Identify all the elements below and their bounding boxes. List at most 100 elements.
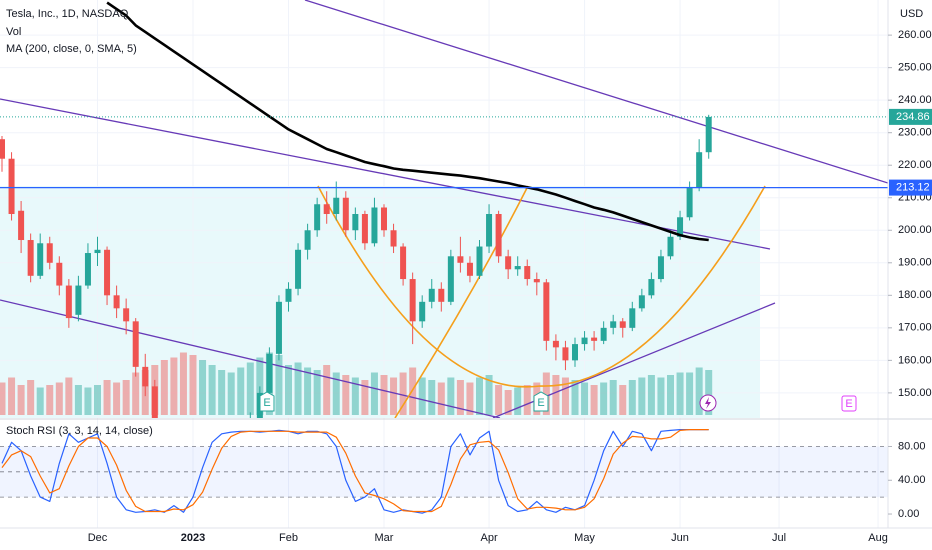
candle-body bbox=[600, 327, 607, 341]
candle-body bbox=[132, 321, 139, 367]
volume-bar bbox=[103, 380, 111, 415]
grid bbox=[0, 0, 888, 528]
volume-bar bbox=[246, 362, 254, 415]
volume-bar bbox=[456, 380, 464, 415]
y-tick-label: 40.00 bbox=[898, 474, 926, 486]
volume-bar bbox=[514, 387, 522, 415]
y-tick-label: 220.00 bbox=[898, 159, 932, 171]
volume-bar bbox=[676, 372, 684, 415]
volume-bar bbox=[160, 360, 168, 415]
volume-bar bbox=[285, 365, 292, 415]
volume-bar bbox=[218, 370, 226, 415]
volume-bar bbox=[590, 385, 598, 415]
volume-bar bbox=[313, 370, 321, 415]
candle-body bbox=[619, 321, 626, 328]
volume-bar bbox=[256, 357, 264, 415]
stoch-line bbox=[1, 429, 709, 513]
x-tick-label: Jul bbox=[772, 532, 786, 544]
volume-bar bbox=[495, 385, 503, 415]
marker-icon bbox=[705, 397, 711, 409]
candle-body bbox=[180, 497, 186, 517]
y-tick-label: 260.00 bbox=[898, 29, 932, 41]
volume-bar bbox=[485, 375, 493, 415]
candle-body bbox=[200, 497, 206, 523]
volume-bar bbox=[581, 382, 589, 415]
volume-bar bbox=[0, 382, 6, 415]
earnings-marker[interactable]: E bbox=[533, 391, 549, 412]
candle-body bbox=[514, 266, 521, 270]
volume-bar bbox=[46, 385, 54, 415]
volume-bar bbox=[294, 362, 302, 415]
candle-body bbox=[705, 116, 712, 153]
marker-label: E bbox=[845, 398, 852, 410]
candles bbox=[0, 114, 712, 523]
volume-bar bbox=[686, 372, 694, 415]
volume-bar bbox=[170, 357, 178, 415]
candle-body bbox=[552, 340, 559, 348]
candle-body bbox=[648, 279, 655, 296]
legend-entry: Vol bbox=[6, 26, 21, 38]
y-tick-label: 150.00 bbox=[898, 387, 932, 399]
volume-bar bbox=[571, 380, 579, 415]
candle-body bbox=[657, 256, 664, 280]
candle-body bbox=[543, 282, 550, 341]
volume-bar bbox=[36, 387, 44, 415]
candle-body bbox=[696, 152, 703, 188]
candle-body bbox=[295, 249, 302, 289]
volume-bar bbox=[428, 380, 436, 415]
split-marker[interactable] bbox=[699, 394, 717, 412]
candle-body bbox=[37, 243, 44, 276]
volume-bar bbox=[695, 367, 703, 415]
volume-bar bbox=[208, 365, 216, 415]
cup-curve bbox=[317, 185, 766, 388]
candle-body bbox=[390, 230, 397, 247]
candle-body bbox=[0, 139, 5, 159]
volume-bar bbox=[370, 372, 378, 415]
volume-bar bbox=[304, 367, 312, 415]
candle-body bbox=[27, 240, 34, 276]
candle-body bbox=[333, 197, 340, 215]
volume-bar bbox=[84, 387, 92, 415]
candle-body bbox=[572, 344, 578, 361]
x-tick-label: Mar bbox=[375, 532, 394, 544]
volume-bar bbox=[342, 375, 350, 415]
volume-bar bbox=[8, 377, 16, 415]
price-badge bbox=[889, 108, 932, 125]
candle-body bbox=[524, 266, 531, 280]
volume-bar bbox=[361, 380, 369, 415]
volume-bar bbox=[74, 385, 82, 415]
cup-curve bbox=[394, 185, 529, 418]
candle-body bbox=[75, 285, 82, 315]
candle-body bbox=[247, 419, 253, 439]
volume-bar bbox=[418, 377, 426, 415]
x-tick-label: Dec bbox=[88, 532, 108, 544]
volume-bar bbox=[17, 385, 25, 415]
earnings-marker[interactable]: E bbox=[259, 391, 275, 412]
earnings-marker[interactable]: E bbox=[841, 395, 857, 412]
candle-body bbox=[285, 288, 292, 302]
ma-line bbox=[106, 1, 709, 242]
volume-bar bbox=[619, 385, 627, 415]
volume-bar bbox=[561, 377, 569, 415]
y-tick-label: 0.00 bbox=[898, 508, 919, 520]
candle-body bbox=[371, 207, 378, 244]
candle-body bbox=[476, 246, 483, 276]
price-badge-label: 234.86 bbox=[896, 111, 930, 123]
candle-body bbox=[591, 337, 598, 341]
volume-bar bbox=[55, 382, 63, 415]
volume-bar bbox=[705, 370, 713, 415]
volume-bar bbox=[332, 372, 340, 415]
volume-bar bbox=[437, 382, 445, 415]
y-tick-label: 190.00 bbox=[898, 257, 932, 269]
y-tick-label: 170.00 bbox=[898, 322, 932, 334]
candle-body bbox=[428, 288, 435, 302]
volume-bar bbox=[466, 382, 474, 415]
volume-bar bbox=[552, 375, 560, 415]
candle-body bbox=[123, 308, 130, 322]
marker-label: E bbox=[537, 397, 544, 409]
volume-bar bbox=[122, 380, 130, 415]
candle-body bbox=[266, 353, 273, 393]
x-tick-label: Apr bbox=[480, 532, 497, 544]
y-tick-label: 80.00 bbox=[898, 440, 926, 452]
